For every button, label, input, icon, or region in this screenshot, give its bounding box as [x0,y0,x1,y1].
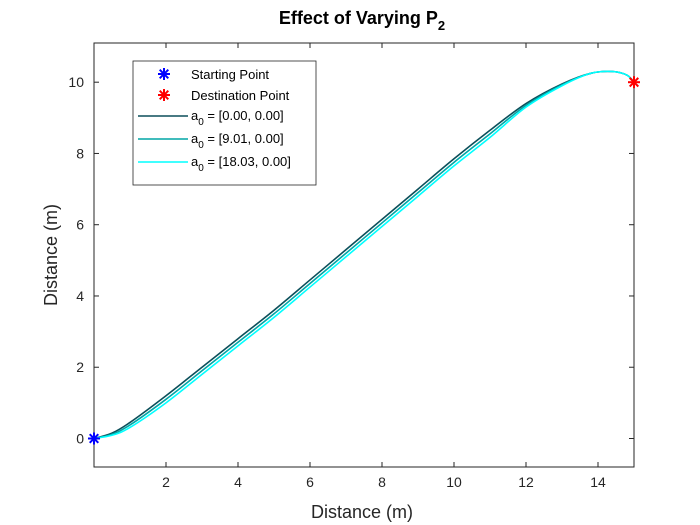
series-group [93,70,635,440]
x-tick-label: 4 [234,474,242,490]
x-tick-label: 2 [162,474,170,490]
legend-label-marker-0: Starting Point [191,67,269,82]
y-tick-label: 0 [76,430,84,446]
chart-title: Effect of Varying P2 [279,8,445,33]
legend-label-series-1: a0 = [9.01, 0.00] [191,131,284,151]
x-axis-label: Distance (m) [311,502,413,522]
x-tick-label: 12 [518,474,534,490]
y-tick-label: 2 [76,359,84,375]
marker-1 [628,76,640,89]
legend-label-series-0: a0 = [0.00, 0.00] [191,108,284,128]
legend-marker-0 [158,68,170,80]
y-tick-label: 8 [76,145,84,161]
y-tick-label: 4 [76,288,84,304]
x-tick-label: 8 [378,474,386,490]
y-axis-label: Distance (m) [41,204,61,306]
legend-box [132,60,317,186]
x-tick-label: 6 [306,474,314,490]
y-tick-label: 10 [68,74,84,90]
legend: Starting Point Destination Point a0 = [0.0… [132,60,317,186]
axis-ticks: 2 4 6 8 10 12 14 0 2 4 6 8 10 [68,43,634,490]
y-tick-label: 6 [76,217,84,233]
x-tick-label: 10 [446,474,462,490]
legend-marker-1 [158,89,170,101]
legend-label-marker-1: Destination Point [191,88,290,103]
markers-group [88,76,640,445]
x-tick-label: 14 [590,474,606,490]
series-line-2 [93,70,635,440]
legend-label-series-2: a0 = [18.03, 0.00] [191,154,291,174]
marker-0 [88,432,100,445]
